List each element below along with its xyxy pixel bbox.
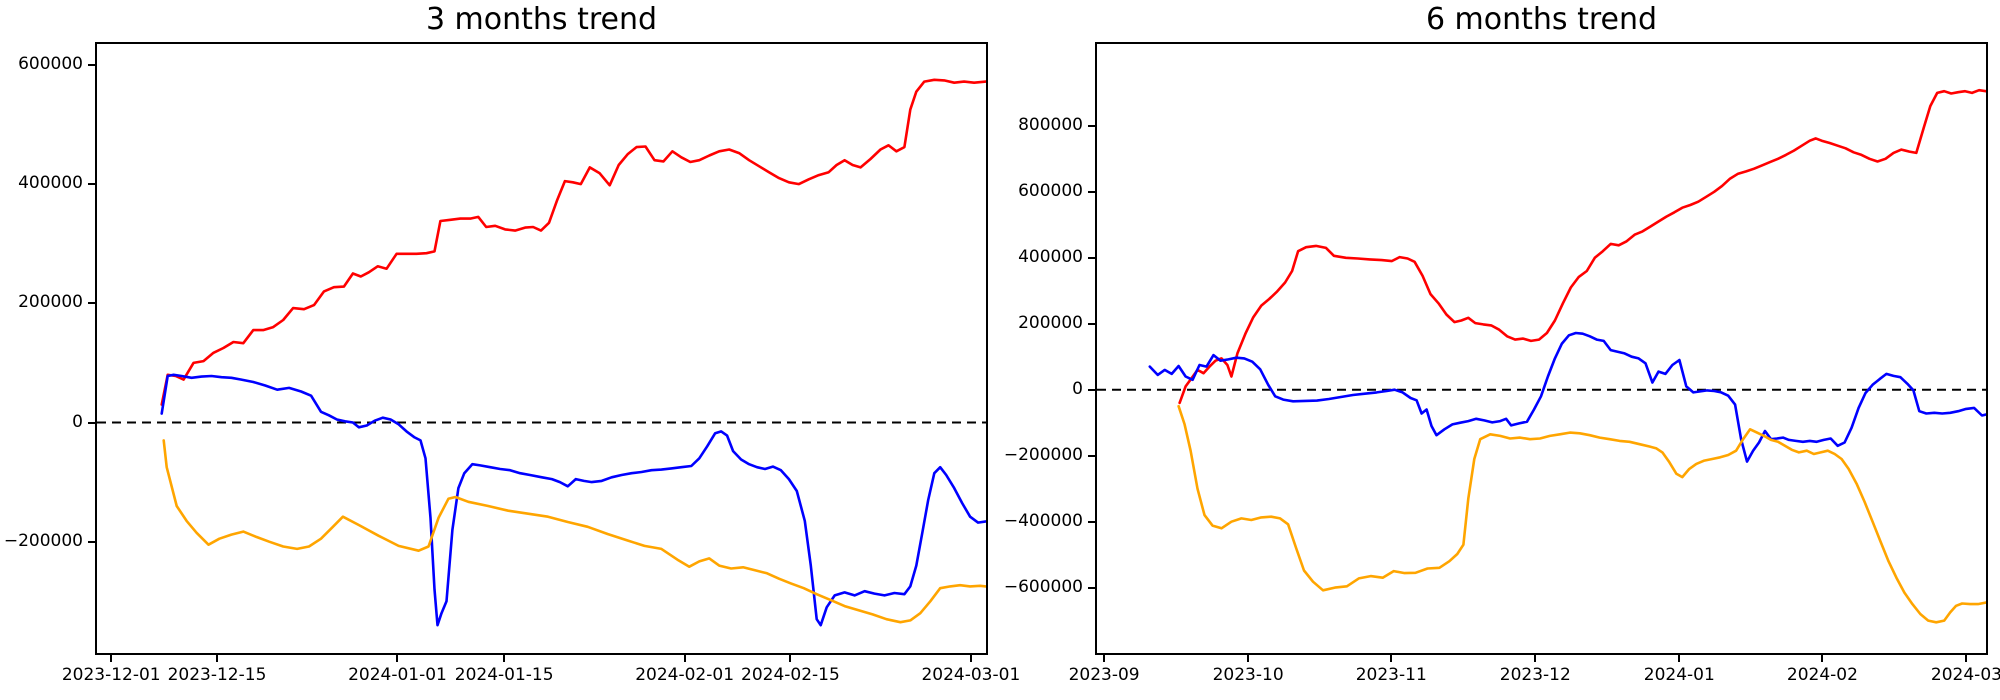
y-tick-mark [1088, 322, 1095, 325]
blue-series-line [160, 373, 986, 627]
x-tick-label: 2024-01 [1643, 665, 1715, 685]
x-tick-mark [1534, 655, 1537, 662]
x-tick-label: 2023-11 [1355, 665, 1427, 685]
x-tick-mark [1247, 655, 1250, 662]
x-tick-mark [110, 655, 113, 662]
y-tick-label: 200000 [1018, 312, 1083, 333]
y-tick-mark [1088, 586, 1095, 589]
x-tick-label: 2024-03 [1930, 665, 2000, 685]
orange-series-line [162, 439, 986, 624]
orange-series-line [1177, 404, 1986, 624]
x-tick-label: 2023-12-15 [167, 665, 267, 685]
y-tick-mark [1088, 124, 1095, 127]
x-tick-mark [1390, 655, 1393, 662]
x-tick-label: 2023-12-01 [61, 665, 161, 685]
plot-area [95, 42, 988, 655]
x-tick-mark [216, 655, 218, 662]
x-tick-mark [503, 655, 506, 662]
red-series-line [1178, 88, 1986, 405]
y-tick-label: 400000 [1018, 246, 1083, 267]
x-tick-mark [789, 655, 792, 662]
y-tick-label: 600000 [1018, 180, 1083, 201]
x-tick-label: 2024-01-15 [454, 665, 554, 685]
x-tick-label: 2024-02-15 [741, 665, 840, 685]
y-tick-mark [1088, 454, 1095, 457]
blue-series-line [1148, 331, 1986, 463]
x-tick-mark [396, 655, 399, 662]
x-tick-label: 2024-02 [1786, 665, 1858, 685]
x-tick-label: 2024-01-01 [348, 665, 447, 685]
x-tick-label: 2023-09 [1068, 665, 1140, 685]
y-tick-label: 400000 [18, 173, 83, 194]
y-tick-mark [88, 540, 95, 543]
chart-canvas [1097, 88, 1986, 624]
y-tick-mark [1088, 388, 1095, 391]
red-series-line [160, 78, 986, 406]
x-tick-label: 2024-03-01 [921, 665, 1021, 685]
x-tick-mark [683, 655, 686, 662]
y-tick-mark [1088, 256, 1095, 259]
y-tick-label: 200000 [18, 292, 83, 313]
x-tick-mark [1103, 655, 1106, 662]
chart-title: 3 months trend [425, 2, 658, 37]
plot-area [1095, 42, 1988, 655]
y-tick-mark [1088, 190, 1095, 193]
chart-title: 6 months trend [1425, 2, 1658, 37]
y-tick-mark [88, 183, 95, 186]
y-tick-label: −400000 [1003, 510, 1083, 531]
y-tick-label: 600000 [18, 53, 83, 74]
y-tick-mark [88, 63, 95, 66]
y-tick-label: −200000 [1003, 444, 1083, 465]
y-tick-label: −600000 [1003, 576, 1083, 597]
chart-canvas [97, 78, 986, 627]
y-tick-label: 0 [1072, 378, 1083, 399]
y-tick-label: 800000 [1018, 114, 1083, 135]
y-tick-mark [88, 302, 95, 305]
x-tick-label: 2023-12 [1499, 665, 1571, 685]
x-tick-mark [1821, 655, 1824, 662]
x-tick-label: 2024-02-01 [635, 665, 735, 685]
y-tick-label: −200000 [3, 530, 83, 551]
x-tick-mark [1678, 655, 1681, 662]
y-tick-mark [88, 421, 95, 424]
y-tick-mark [1088, 520, 1095, 523]
x-tick-mark [969, 655, 972, 662]
x-tick-mark [1965, 655, 1968, 662]
x-tick-label: 2023-10 [1212, 665, 1284, 685]
y-tick-label: 0 [72, 411, 83, 432]
